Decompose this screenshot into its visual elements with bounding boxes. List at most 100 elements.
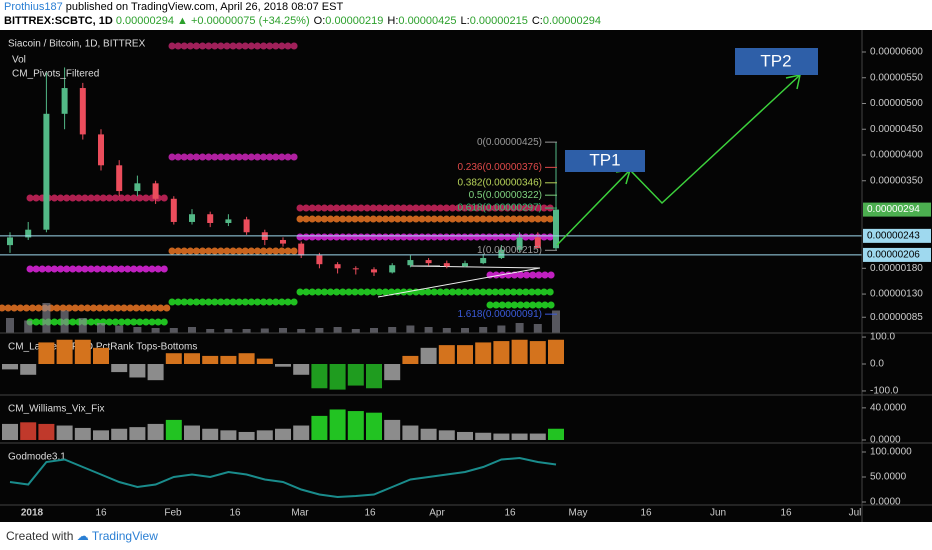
bar [202,428,219,440]
x-tick-label: 2018 [21,508,44,519]
bar [56,339,73,364]
y-tick-label: 50.0000 [870,472,907,483]
target-label: TP1 [589,150,620,169]
volume-bar [97,323,105,333]
volume-bar [351,329,360,333]
bar [147,423,164,440]
volume-bar [224,329,233,333]
volume-bar [333,327,342,333]
volume-bar [188,327,196,333]
fib-label: 0(0.00000425) [477,137,542,148]
y-tick-label: 0.00000450 [870,124,923,135]
candle-body [553,209,559,249]
legend-entry: Vol [12,55,26,66]
candle-body [298,243,305,256]
bar [93,347,109,364]
bar [366,364,382,389]
volume-bar [442,328,451,333]
bar [384,419,401,440]
bar [366,412,382,440]
target-box [735,48,818,75]
candle-body [225,219,232,223]
bar [402,425,419,440]
candle-body [334,264,341,269]
y-tick-label: 0.00000350 [870,175,923,186]
volume-bar [552,310,560,333]
x-tick-label: 16 [640,508,652,519]
candle-body [116,165,123,192]
candle-body [352,268,359,270]
fib-label: 0.618(0.00000297) [457,203,542,214]
price-tag [863,247,931,262]
pivots [0,42,559,326]
ohlc-value: 0.00000219 [325,15,384,27]
pane-title: CM_Williams_Vix_Fix [8,404,105,415]
bar [2,423,18,440]
bar [20,422,37,440]
projection-arrow [556,74,801,246]
bar [529,433,546,440]
y-tick-label: 0.00000180 [870,263,923,274]
price-tag [863,202,931,217]
bar [457,345,473,364]
y-tick-label: 0.00000085 [870,312,923,323]
volume-bar [169,328,178,333]
bar [202,355,219,364]
candle-body [134,183,141,192]
x-tick-label: Mar [291,508,309,519]
candle-body [152,183,159,199]
volume-bar [24,320,33,333]
header-line: BITTREX:SCBTC, 1D 0.00000294 ▲ +0.000000… [4,14,932,28]
bar [129,364,146,378]
bar [347,411,364,440]
bar [256,430,273,440]
bar [457,431,473,440]
candle-body [407,260,414,266]
bar [2,364,18,370]
bar [165,419,182,440]
bar [38,423,55,440]
bar [165,353,182,364]
bar [529,341,546,364]
ohlc-value: 0.00000425 [398,15,457,27]
pane-title: CM_Laguerre PPO PctRank Tops-Bottoms [8,342,197,353]
bar [548,428,564,440]
bar [311,415,328,440]
bar [238,353,255,364]
bar [147,364,164,381]
x-tick-label: Jun [710,508,726,519]
candle-body [425,260,432,264]
y-tick-label: 0.00000550 [870,72,923,83]
bar [56,425,73,440]
fib-label: 0.236(0.00000376) [457,162,542,173]
x-tick-label: 16 [95,508,107,519]
chart: TP1 TP2 0.00000600 0.00000550 0.00000500 0.… [0,30,932,522]
candle-body [207,214,214,223]
candle-body [79,88,86,135]
candle-body [443,263,450,267]
volume-bar [370,328,378,333]
bar [402,355,419,364]
target-box [565,150,645,172]
background [0,30,932,522]
volume-bar [151,328,160,333]
bar [93,430,109,440]
volume-bar [388,327,397,333]
symbol: BITTREX:SCBTC, 1D [4,15,113,27]
y-tick-label: 0.00000500 [870,98,923,109]
ohlc-value: 0.00000294 [542,15,601,27]
bar [438,430,455,440]
bar [511,433,528,440]
bar [420,428,437,440]
volume-bar [406,325,415,333]
bar [20,364,37,375]
volume-bar [78,318,87,333]
volume-bar [279,328,287,333]
y-tick-label: 0.0000 [870,435,901,446]
bar [438,345,455,364]
price-tag-label: 0.00000206 [867,250,920,261]
candle-body [280,239,286,244]
ohlc-value: 0.00000215 [469,15,528,27]
ohlc-key: O: [313,15,326,27]
